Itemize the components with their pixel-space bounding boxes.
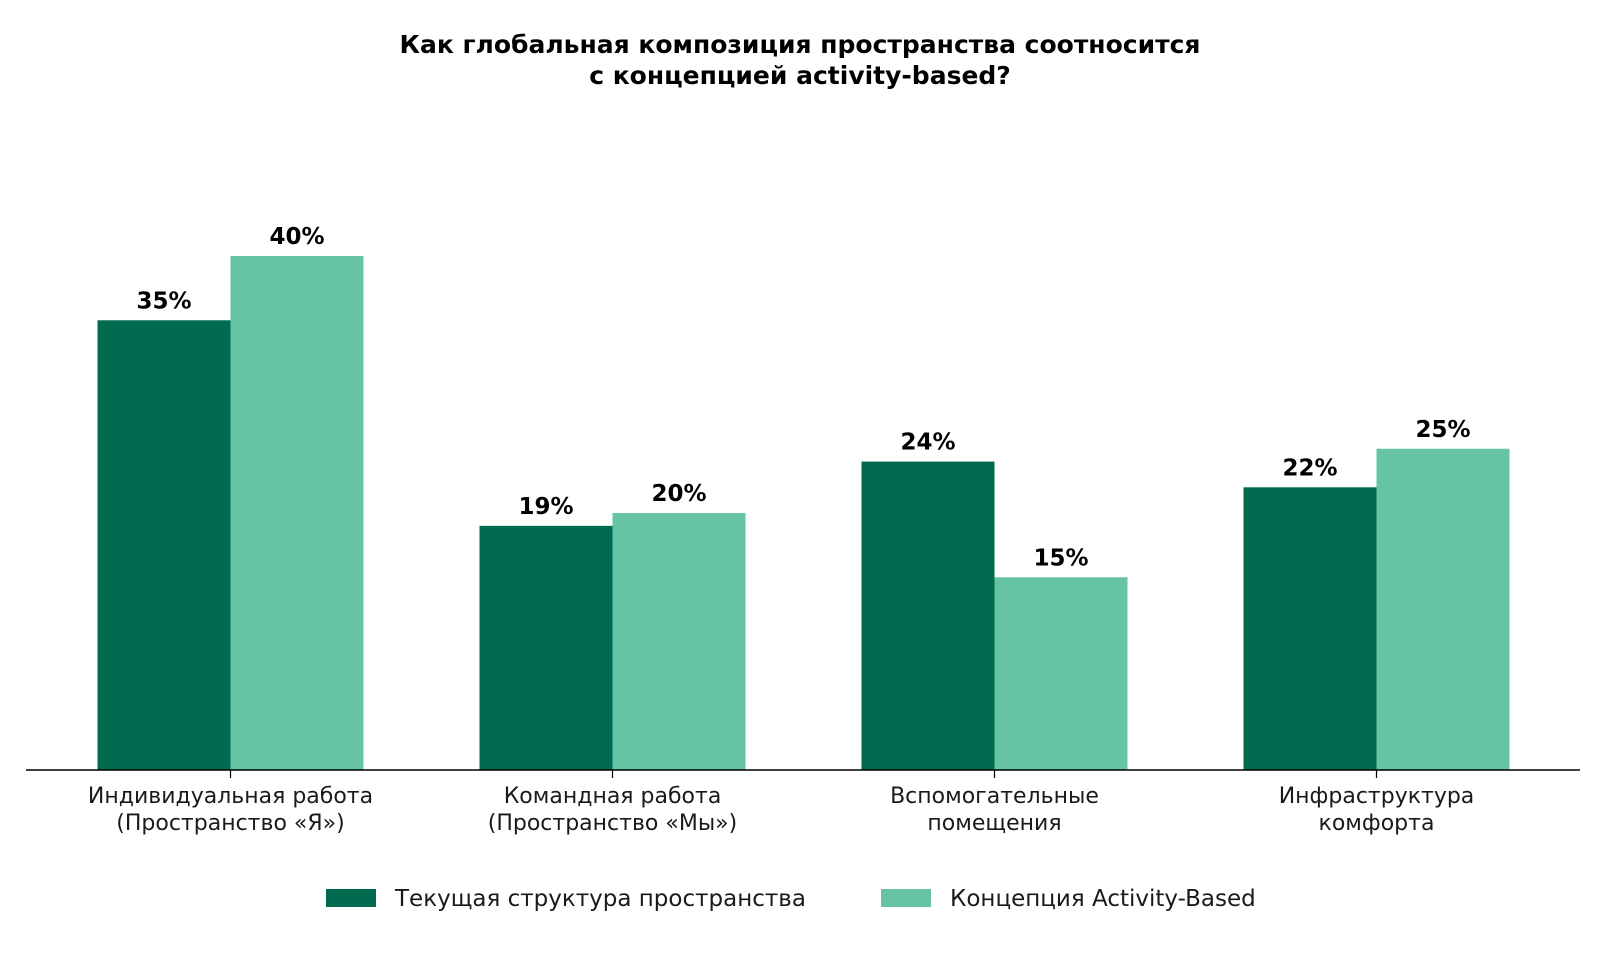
legend-label-activity-based: Концепция Activity-Based bbox=[950, 886, 1256, 912]
category-label-4-line-2: комфорта bbox=[1319, 811, 1435, 836]
bar-activity-based-3 bbox=[994, 577, 1128, 770]
value-label-current-3: 24% bbox=[900, 430, 955, 456]
legend-swatch-activity-based bbox=[881, 889, 931, 907]
bar-current-3 bbox=[861, 461, 995, 770]
legend: Текущая структура пространства Концепция … bbox=[326, 886, 1256, 912]
value-labels-group: 35% 40% 19% 20% 24% 15% 22% 25% bbox=[136, 224, 1470, 571]
x-ticks-group bbox=[229, 770, 1378, 778]
category-label-2-line-2: (Пространство «Мы») bbox=[488, 811, 737, 836]
category-label-4-line-1: Инфраструктура bbox=[1279, 784, 1475, 809]
chart-title-line-2: с концепцией activity-based? bbox=[589, 61, 1011, 90]
bars-group bbox=[97, 256, 1510, 770]
value-label-current-1: 35% bbox=[136, 288, 191, 314]
value-label-activity-based-1: 40% bbox=[269, 224, 324, 250]
legend-label-current: Текущая структура пространства bbox=[394, 886, 806, 912]
chart-title-line-1: Как глобальная композиция пространства с… bbox=[400, 30, 1201, 59]
legend-swatch-current bbox=[326, 889, 376, 907]
category-labels-group: Индивидуальная работа(Пространство «Я») К… bbox=[88, 784, 1474, 836]
bar-activity-based-4 bbox=[1376, 448, 1510, 770]
value-label-current-4: 22% bbox=[1282, 455, 1337, 481]
category-label-3-line-1: Вспомогательные bbox=[890, 784, 1099, 809]
category-label-3-line-2: помещения bbox=[927, 811, 1061, 836]
bar-current-4 bbox=[1243, 487, 1377, 770]
value-label-activity-based-4: 25% bbox=[1415, 417, 1470, 443]
bar-current-2 bbox=[479, 525, 613, 770]
category-label-1-line-2: (Пространство «Я») bbox=[116, 811, 344, 836]
category-label-1-line-1: Индивидуальная работа bbox=[88, 784, 373, 809]
value-label-activity-based-3: 15% bbox=[1033, 545, 1088, 571]
bar-activity-based-2 bbox=[612, 513, 746, 770]
bar-activity-based-1 bbox=[230, 256, 364, 770]
category-label-2-line-1: Командная работа bbox=[504, 784, 722, 809]
value-label-activity-based-2: 20% bbox=[651, 481, 706, 507]
bar-current-1 bbox=[97, 320, 231, 770]
value-label-current-2: 19% bbox=[518, 494, 573, 520]
